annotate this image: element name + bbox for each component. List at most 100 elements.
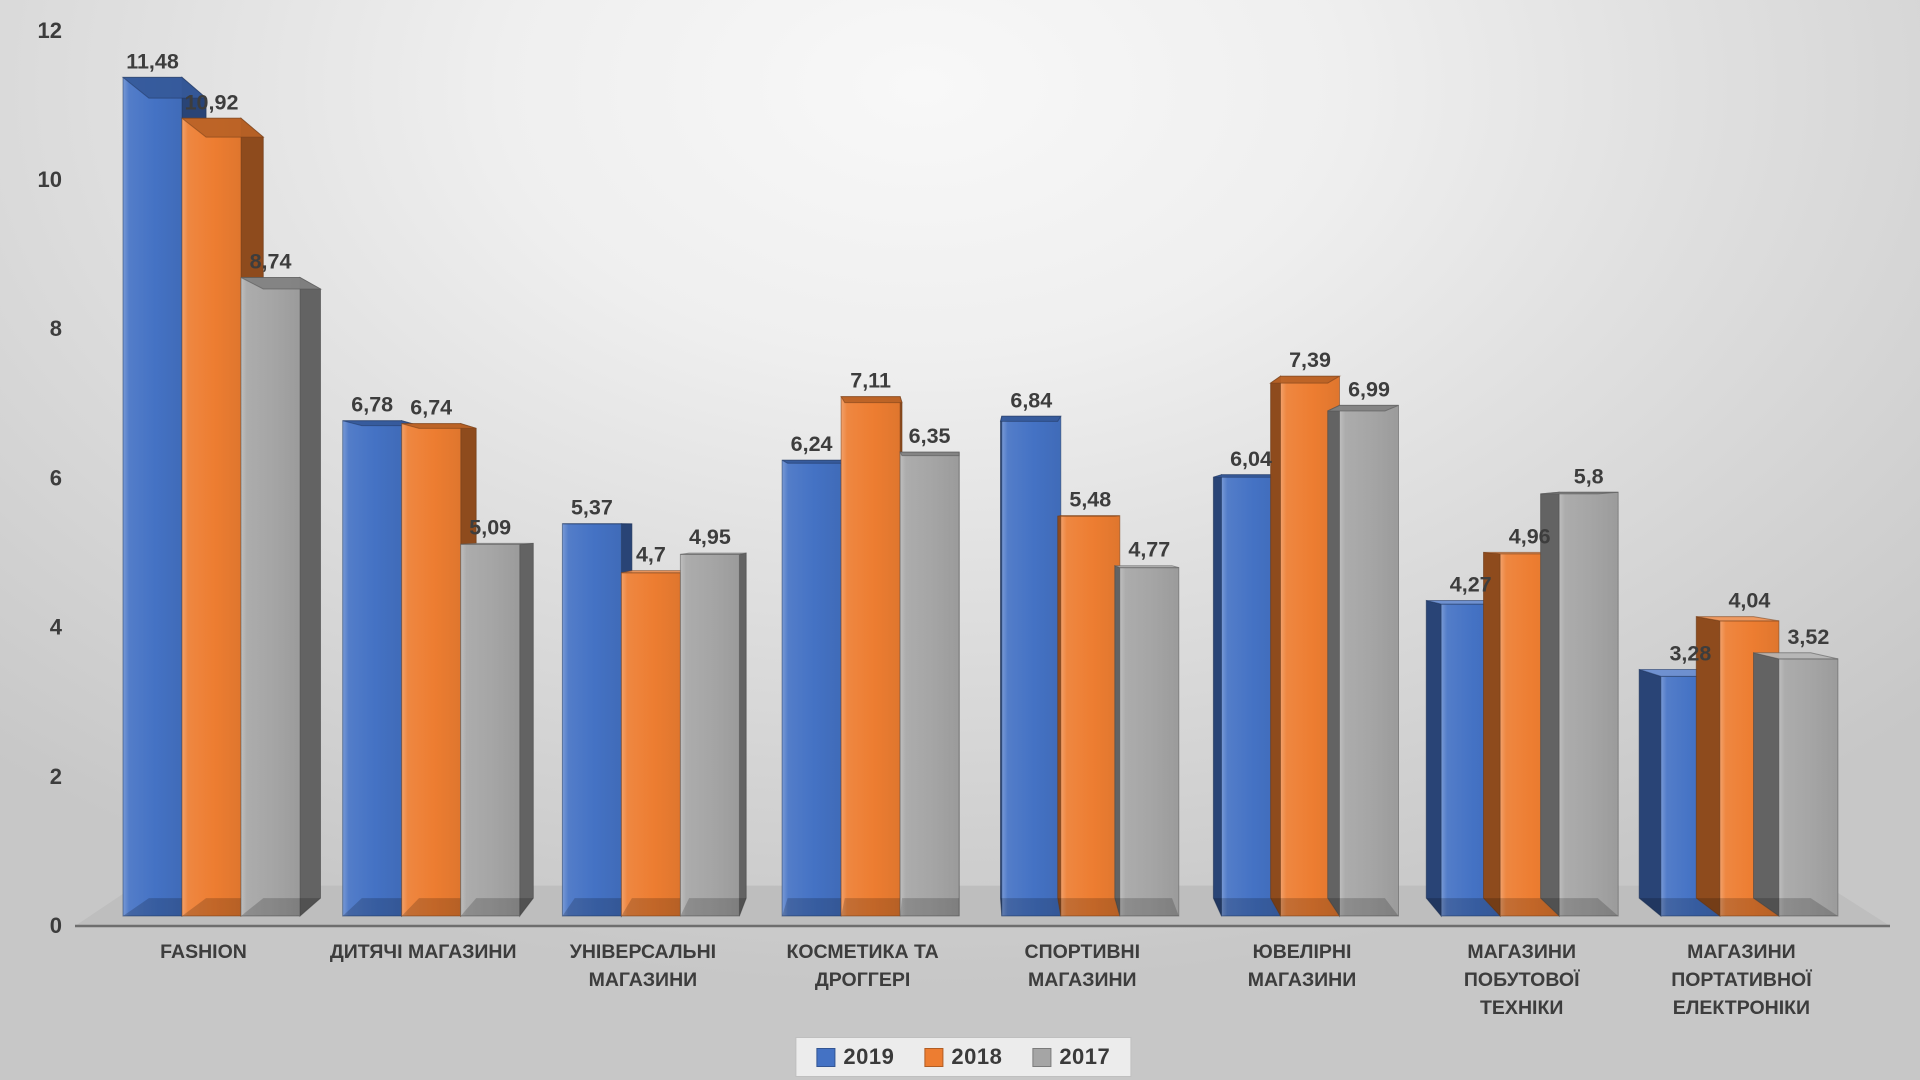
bar-2017-2-bottom <box>680 898 747 916</box>
bar-2018-7-bottom <box>1696 898 1779 916</box>
value-label-2018-3: 7,11 <box>850 369 891 393</box>
value-label-2018-0: 10,92 <box>185 90 239 114</box>
bar-2017-2-side <box>738 552 747 917</box>
value-label-2018-1: 6,74 <box>410 396 452 420</box>
bar-2017-2-top <box>680 552 747 555</box>
legend-label-2018: 2018 <box>951 1044 1003 1069</box>
bar-2019-7-side <box>1638 668 1662 918</box>
bar-2017-0-front <box>240 277 301 917</box>
value-label-2018-2: 4,7 <box>636 543 666 567</box>
category-label-0-line0: FASHION <box>160 941 247 963</box>
legend-swatch-2019 <box>816 1047 836 1067</box>
value-label-2017-5: 6,99 <box>1348 377 1390 401</box>
bar-2019-4-bottom <box>1000 898 1061 916</box>
category-label-6-line0: МАГАЗИНИ <box>1467 941 1576 963</box>
category-label-6-line1: ПОБУТОВОЇ <box>1464 968 1580 991</box>
bar-2017-6-bottom <box>1540 898 1619 916</box>
category-label-2-line1: МАГАЗИНИ <box>589 969 698 991</box>
y-axis-tick-2: 2 <box>50 764 62 789</box>
bar-2018-7-top <box>1696 616 1779 622</box>
bar-2017-4-top <box>1114 565 1179 569</box>
category-label-5-line1: МАГАЗИНИ <box>1248 969 1357 991</box>
bar-2019-6-bottom <box>1426 898 1501 916</box>
bar-2019-7-bottom <box>1639 898 1720 916</box>
bar-2019-4-front <box>1001 415 1062 917</box>
bar-2017-5-front <box>1339 404 1399 917</box>
bar-2019-5-side <box>1212 474 1222 917</box>
bar-2017-4-bottom <box>1114 898 1179 916</box>
bar-2017-1-front <box>460 543 521 917</box>
value-label-2019-1: 6,78 <box>351 393 393 417</box>
bar-2017-3-front <box>899 451 960 917</box>
category-label-6-line2: ТЕХНІКИ <box>1480 997 1563 1019</box>
bar-2017-3-top <box>899 451 960 457</box>
y-axis-tick-12: 12 <box>38 18 62 43</box>
bar-2017-7-bottom <box>1753 898 1838 916</box>
bar-2019-2-bottom <box>562 898 632 916</box>
category-label-4-line1: МАГАЗИНИ <box>1028 969 1137 991</box>
bar-2018-4-top <box>1057 515 1120 517</box>
y-axis-tick-0: 0 <box>50 913 62 938</box>
legend-item-2019: 2019 <box>816 1044 894 1070</box>
bar-2017-7-top <box>1753 652 1839 660</box>
value-label-2019-2: 5,37 <box>571 496 613 520</box>
bar-2017-1-bottom <box>460 898 534 916</box>
category-label-3-line1: ДРОГГЕРІ <box>815 969 910 991</box>
legend-item-2018: 2018 <box>924 1044 1002 1070</box>
bar-2017-5-side <box>1327 404 1340 918</box>
bar-2018-0-top <box>180 117 265 138</box>
bar-2017-5-bottom <box>1327 898 1399 916</box>
bar-2018-2-bottom <box>621 898 690 916</box>
bar-2018-1-top <box>401 423 477 429</box>
bar-2017-0-bottom <box>241 898 321 916</box>
value-label-2017-0: 8,74 <box>250 250 292 274</box>
bar-2018-3-front <box>840 396 901 917</box>
category-label-3-line0: КОСМЕТИКА ТА <box>786 941 938 963</box>
bar-2018-2-top <box>621 570 690 574</box>
value-label-2017-3: 6,35 <box>909 424 951 448</box>
bar-2019-2-front <box>561 523 622 917</box>
legend-item-2017: 2017 <box>1032 1044 1110 1070</box>
bar-2017-4-front <box>1119 567 1180 917</box>
y-axis-tick-4: 4 <box>50 615 63 640</box>
value-label-2017-1: 5,09 <box>469 515 511 539</box>
bar-2017-1-top <box>460 542 534 545</box>
bar-2017-5-top <box>1327 404 1399 412</box>
bar-2019-3-bottom <box>782 898 845 916</box>
value-label-2019-7: 3,28 <box>1669 642 1711 666</box>
bar-2017-6-top <box>1540 491 1619 495</box>
category-label-7-line0: МАГАЗИНИ <box>1687 941 1796 963</box>
legend-swatch-2018 <box>924 1047 944 1067</box>
value-label-2019-3: 6,24 <box>791 432 833 456</box>
bar-2019-0-top <box>121 76 208 99</box>
y-axis-tick-8: 8 <box>50 316 62 341</box>
legend-label-2017: 2017 <box>1059 1044 1111 1069</box>
bar-2019-4-top <box>999 415 1062 422</box>
value-label-2017-6: 5,8 <box>1574 464 1604 488</box>
bar-2019-1-bottom <box>342 898 419 916</box>
value-label-2017-4: 4,77 <box>1128 538 1170 562</box>
bar-2018-3-bottom <box>841 898 902 916</box>
bar-2019-6-side <box>1425 599 1442 918</box>
value-label-2017-2: 4,95 <box>689 525 731 549</box>
bar-2018-5-bottom <box>1270 898 1340 916</box>
category-label-7-line1: ПОРТАТИВНОЇ <box>1671 968 1812 991</box>
y-axis-tick-6: 6 <box>50 465 62 490</box>
bar-2018-4-bottom <box>1057 898 1120 916</box>
bar-2018-1-bottom <box>401 898 477 916</box>
bar-2017-7-side <box>1753 652 1780 917</box>
value-label-2019-5: 6,04 <box>1230 447 1272 471</box>
y-axis-tick-10: 10 <box>38 167 62 192</box>
value-label-2018-4: 5,48 <box>1069 488 1111 512</box>
value-label-2018-5: 7,39 <box>1289 348 1331 372</box>
bar-2017-3-bottom <box>900 898 960 916</box>
bar-2017-0-side <box>299 276 321 918</box>
bar-2018-3-top <box>840 396 903 404</box>
bar-2017-1-side <box>519 542 534 918</box>
bar-2018-5-top <box>1269 375 1342 384</box>
bar-2017-0-top <box>240 277 323 290</box>
bar-2019-1-front <box>342 420 403 917</box>
value-label-2019-0: 11,48 <box>126 49 179 73</box>
